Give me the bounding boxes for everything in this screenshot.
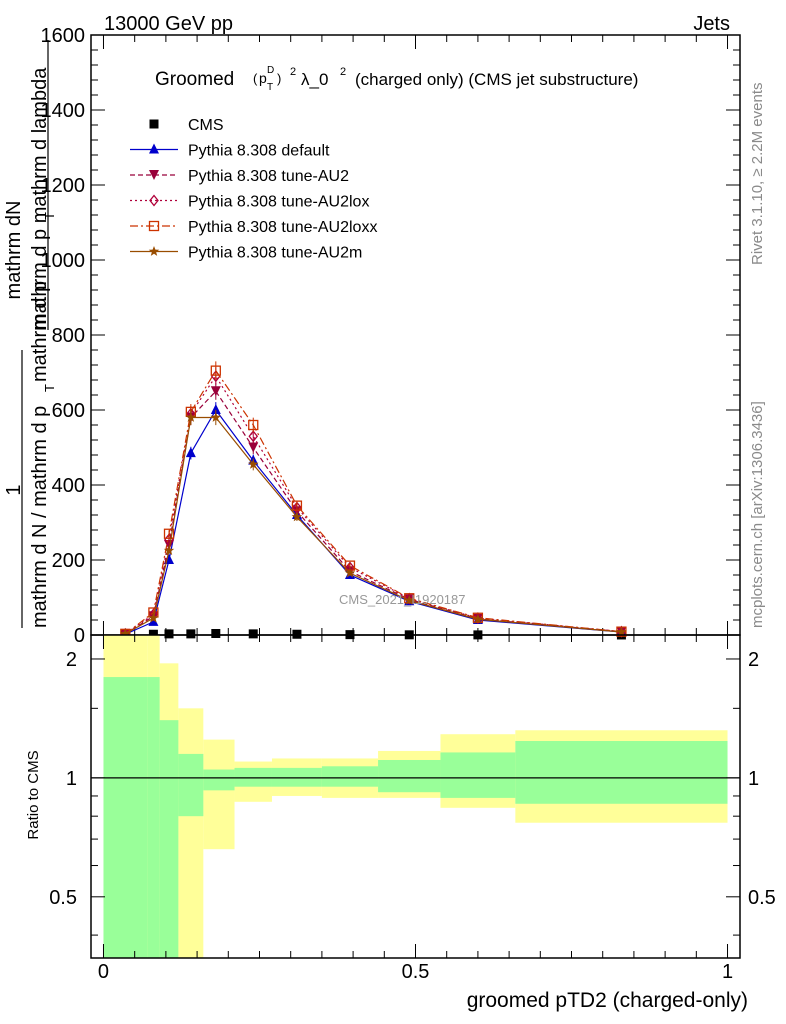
legend-marker-au2lox bbox=[149, 194, 159, 207]
ytick-label: 1600 bbox=[41, 25, 86, 47]
ratio-band-inner bbox=[440, 752, 516, 798]
legend-label-default: Pythia 8.308 default bbox=[188, 143, 330, 160]
legend-label-au2: Pythia 8.308 tune-AU2 bbox=[188, 168, 349, 185]
title-p: p bbox=[259, 70, 267, 86]
legend-label-au2lox: Pythia 8.308 tune-AU2lox bbox=[188, 194, 369, 211]
marker-au2m bbox=[210, 412, 221, 422]
ratio-band-inner bbox=[515, 740, 728, 804]
marker-au2m bbox=[185, 412, 197, 422]
legend-label-au2loxx: Pythia 8.308 tune-AU2loxx bbox=[188, 219, 377, 236]
marker-default bbox=[210, 404, 221, 414]
ylabel-den-bottom: mathrm d N / mathrm d p bbox=[29, 406, 51, 628]
ratio-band-inner bbox=[103, 677, 148, 958]
legend-label-cms: CMS bbox=[188, 117, 224, 134]
legend-marker-au2m bbox=[148, 246, 160, 256]
marker-au2m bbox=[404, 595, 415, 605]
ratio-band-inner bbox=[159, 720, 179, 958]
ratio-band-outer bbox=[203, 739, 235, 850]
ratio-ytick-label-right: 1 bbox=[748, 768, 759, 790]
marker-au2m bbox=[148, 612, 159, 623]
header-left: 13000 GeV pp bbox=[104, 13, 233, 35]
xtick-label: 1 bbox=[722, 961, 733, 983]
ratio-ytick-label-right: 0.5 bbox=[748, 887, 776, 909]
xlabel: groomed pTD2 (charged-only) bbox=[467, 989, 748, 1012]
ratio-band-inner bbox=[378, 759, 441, 793]
ratio-ytick-label: 2 bbox=[66, 649, 77, 671]
title-sup2: 2 bbox=[290, 66, 296, 78]
plot-title: Groomed ( p D T ) 2 λ_0 2 (charged only)… bbox=[155, 65, 638, 93]
marker-cms bbox=[211, 629, 221, 638]
ytick-label: 200 bbox=[52, 550, 85, 572]
ratio-band-inner bbox=[203, 769, 235, 791]
main-plot: 0 200 400 600 800 1000 1200 1400 1600 bbox=[41, 25, 741, 647]
ratio-band-outer bbox=[178, 708, 204, 958]
ratio-plot: 0 0.5 1 2 2 1 1 0.5 0.5 bbox=[49, 634, 776, 983]
ytick-label: 1000 bbox=[41, 250, 86, 272]
marker-au2loxx bbox=[291, 500, 303, 511]
ylabel-den-tail: mathrm d p bbox=[29, 281, 51, 382]
ratio-ytick-label: 1 bbox=[66, 768, 77, 790]
legend-marker-default bbox=[149, 143, 159, 154]
legend-marker-cms bbox=[149, 119, 159, 129]
marker-au2lox bbox=[404, 592, 415, 605]
marker-au2loxx bbox=[163, 528, 175, 539]
marker-au2loxx bbox=[210, 365, 221, 376]
marker-cms bbox=[248, 629, 258, 639]
title-paren: ( bbox=[253, 71, 258, 86]
marker-au2m bbox=[120, 628, 131, 639]
legend: CMS Pythia 8.308 default Pythia 8.308 tune… bbox=[130, 117, 377, 262]
ratio-ytick-label: 0.5 bbox=[49, 887, 77, 909]
marker-au2m bbox=[344, 567, 356, 578]
marker-cms bbox=[164, 629, 174, 639]
legend-marker-au2 bbox=[149, 170, 159, 180]
legend-marker-au2loxx bbox=[148, 220, 160, 232]
ylabel-one: 1 bbox=[3, 484, 25, 495]
series-line-au2lox bbox=[124, 375, 622, 635]
marker-au2m bbox=[616, 626, 627, 637]
xtick-label: 0 bbox=[98, 961, 109, 983]
ratio-band-inner bbox=[321, 766, 379, 787]
marker-au2m bbox=[248, 458, 259, 469]
title-lambda: λ_0 bbox=[301, 70, 328, 89]
mcplots-label: mcplots.cern.ch [arXiv:1306.3436] bbox=[749, 401, 766, 628]
ratio-ytick-label-right: 2 bbox=[748, 649, 759, 671]
ytick-label: 600 bbox=[52, 400, 85, 422]
title-sub-t: T bbox=[267, 82, 273, 93]
marker-au2 bbox=[210, 386, 221, 397]
title-sup2b: 2 bbox=[340, 66, 346, 78]
marker-au2m bbox=[472, 613, 484, 624]
xtick-label: 0.5 bbox=[402, 961, 430, 983]
marker-cms bbox=[186, 629, 196, 639]
ytick-label: 800 bbox=[52, 325, 85, 347]
ylabel-sub-t1: T bbox=[42, 384, 57, 392]
ratio-band-inner bbox=[147, 677, 160, 958]
ratio-band-inner bbox=[178, 753, 204, 817]
marker-au2m bbox=[163, 545, 175, 556]
ylabel-num: mathrm dN bbox=[3, 201, 25, 300]
ytick-label: 1400 bbox=[41, 100, 86, 122]
main-ylabel: 1 mathrm d N / mathrm d p T mathrm d p m… bbox=[3, 40, 57, 628]
title-paren-close: ) bbox=[277, 71, 281, 86]
ylabel-sub-t2: T bbox=[42, 212, 57, 220]
title-rest: (charged only) (CMS jet substructure) bbox=[355, 70, 638, 89]
ytick-label: 400 bbox=[52, 475, 85, 497]
title-groomed: Groomed bbox=[155, 69, 234, 90]
marker-au2loxx bbox=[248, 419, 259, 431]
marker-au2m bbox=[291, 511, 303, 522]
ytick-label: 0 bbox=[74, 625, 85, 647]
header-right: Jets bbox=[693, 13, 730, 35]
title-sup-d: D bbox=[267, 65, 274, 76]
ratio-ylabel: Ratio to CMS bbox=[25, 750, 42, 839]
marker-au2 bbox=[248, 442, 259, 453]
ytick-label: 1200 bbox=[41, 175, 86, 197]
watermark: CMS_2021_I1920187 bbox=[339, 592, 466, 607]
marker-au2lox bbox=[248, 430, 259, 443]
ylabel-den-top: mathrm d p mathrm d lambda bbox=[29, 67, 51, 330]
rivet-label: Rivet 3.1.10, ≥ 2.2M events bbox=[749, 83, 766, 266]
marker-default bbox=[185, 447, 196, 458]
legend-label-au2m: Pythia 8.308 tune-AU2m bbox=[188, 245, 362, 262]
